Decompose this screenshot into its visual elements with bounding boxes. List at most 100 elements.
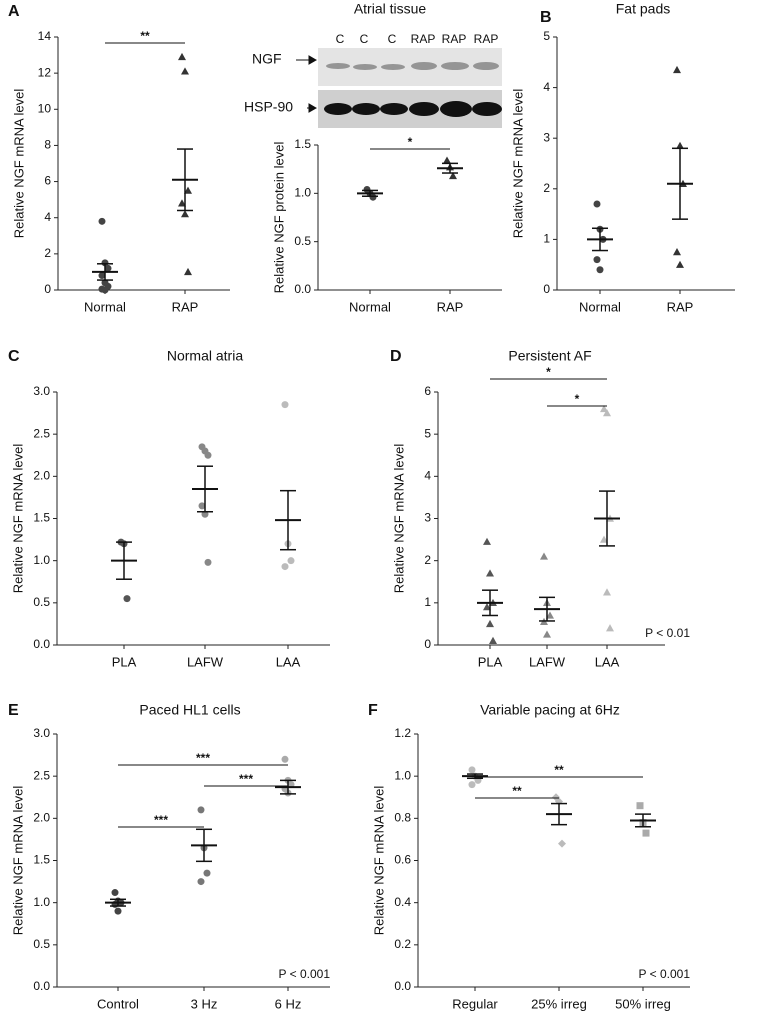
- data-point: [596, 266, 604, 274]
- data-point: [197, 878, 205, 886]
- y-tick-label: 10: [38, 101, 52, 115]
- data-point: [197, 806, 205, 814]
- blot-lane-label: RAP: [411, 32, 436, 46]
- chart-title: Atrial tissue: [354, 1, 427, 17]
- blot-bands: [324, 101, 502, 117]
- x-tick-label: RAP: [437, 299, 464, 314]
- blot-row-label: HSP-90: [244, 99, 293, 115]
- data-point: [540, 552, 548, 560]
- x-tick-label: Normal: [579, 299, 621, 314]
- data-point: [178, 52, 186, 61]
- data-point: [449, 171, 457, 180]
- data-point: [593, 200, 601, 208]
- blot-lane-label: C: [360, 32, 369, 46]
- data-point: [101, 259, 109, 267]
- y-tick-label: 1.2: [394, 726, 411, 740]
- y-tick-label: 0.5: [33, 937, 50, 951]
- panel-letter: F: [368, 702, 378, 719]
- data-point: [114, 907, 122, 915]
- data-point: [543, 630, 551, 638]
- y-tick-label: 0.6: [394, 853, 411, 867]
- x-tick-label: Normal: [349, 299, 391, 314]
- data-point: [546, 611, 554, 619]
- panel-letter: C: [8, 348, 20, 365]
- y-tick-label: 0.5: [33, 595, 50, 609]
- blot-lane-label: RAP: [442, 32, 467, 46]
- x-tick-label: LAFW: [187, 654, 224, 669]
- y-tick-label: 0: [44, 282, 51, 296]
- data-point: [468, 766, 476, 774]
- data-point: [184, 267, 192, 276]
- y-tick-label: 0.0: [394, 979, 411, 993]
- chart-title: Normal atria: [167, 348, 243, 364]
- significance-label: **: [512, 784, 522, 798]
- y-tick-label: 0.8: [394, 811, 411, 825]
- data-point: [603, 409, 611, 417]
- y-tick-label: 2.0: [33, 811, 50, 825]
- x-tick-label: LAFW: [529, 654, 566, 669]
- data-point: [181, 210, 189, 218]
- significance-label: *: [546, 365, 551, 379]
- y-axis-label: Relative NGF mRNA level: [510, 89, 525, 239]
- data-point: [101, 286, 109, 294]
- data-point: [558, 839, 566, 848]
- significance-label: ***: [154, 813, 168, 827]
- p-value-note: P < 0.001: [639, 967, 691, 981]
- x-tick-label: LAA: [276, 654, 301, 669]
- x-tick-label: 50% irreg: [615, 996, 671, 1011]
- panel-letter: E: [8, 702, 19, 719]
- data-point: [201, 510, 209, 518]
- y-tick-label: 3.0: [33, 384, 50, 398]
- data-point: [281, 755, 289, 763]
- data-point: [673, 248, 681, 256]
- chart-title: Persistent AF: [508, 348, 591, 364]
- y-tick-label: 2.5: [33, 426, 50, 440]
- blot-arrows: [296, 55, 318, 113]
- y-tick-label: 1.0: [394, 768, 411, 782]
- x-tick-label: PLA: [112, 654, 137, 669]
- y-tick-label: 2: [424, 553, 431, 567]
- y-tick-label: 14: [38, 29, 52, 43]
- y-tick-label: 1.5: [33, 511, 50, 525]
- x-tick-label: Regular: [452, 996, 498, 1011]
- data-point: [98, 272, 106, 280]
- y-axis-label: Relative NGF mRNA level: [10, 786, 25, 936]
- data-point: [123, 595, 131, 603]
- panel-letter: B: [540, 9, 552, 26]
- y-tick-label: 4: [424, 469, 431, 483]
- blot-lane-label: RAP: [474, 32, 499, 46]
- p-value-note: P < 0.001: [279, 967, 331, 981]
- data-point: [486, 569, 494, 577]
- significance-label: *: [575, 392, 580, 406]
- y-tick-label: 5: [543, 29, 550, 43]
- y-tick-label: 1.0: [33, 553, 50, 567]
- data-point: [468, 781, 476, 789]
- significance-label: ***: [239, 772, 253, 786]
- y-tick-label: 8: [44, 138, 51, 152]
- data-point: [98, 217, 106, 225]
- data-point: [676, 260, 684, 268]
- y-tick-label: 0.5: [294, 234, 311, 248]
- data-point: [606, 624, 614, 632]
- y-tick-label: 0: [543, 282, 550, 296]
- y-tick-label: 5: [424, 426, 431, 440]
- data-point: [287, 557, 295, 565]
- y-tick-label: 1.5: [294, 137, 311, 151]
- x-tick-label: RAP: [667, 299, 694, 314]
- blot-row-label: NGF: [252, 51, 282, 67]
- panel-letter: A: [8, 3, 20, 20]
- x-tick-label: Normal: [84, 299, 126, 314]
- x-tick-label: Control: [97, 996, 139, 1011]
- data-point: [593, 256, 601, 264]
- data-point: [204, 451, 212, 459]
- significance-label: **: [554, 763, 564, 777]
- x-tick-label: 25% irreg: [531, 996, 587, 1011]
- y-tick-label: 0: [424, 637, 431, 651]
- blot-lane-label: C: [388, 32, 397, 46]
- data-point: [184, 186, 192, 194]
- y-tick-label: 4: [543, 80, 550, 94]
- y-tick-label: 0.0: [294, 282, 311, 296]
- data-point: [204, 558, 212, 566]
- y-tick-label: 0.2: [394, 937, 411, 951]
